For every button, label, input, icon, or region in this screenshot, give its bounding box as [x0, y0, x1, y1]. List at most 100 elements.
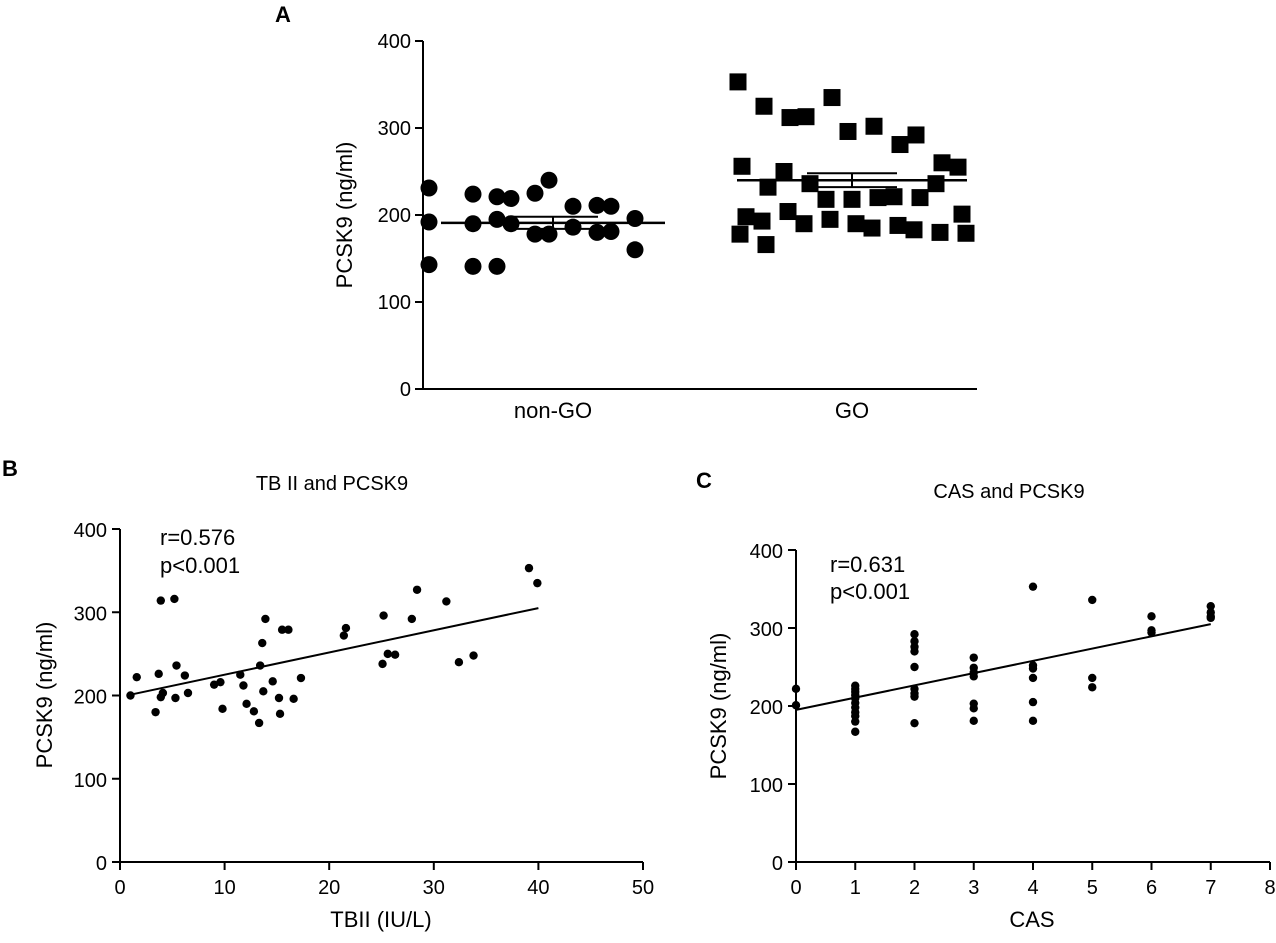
data-point: [154, 669, 163, 679]
data-point: [469, 651, 478, 660]
go-point: [729, 73, 747, 91]
go-point: [949, 158, 967, 176]
nongo-point: [488, 188, 506, 206]
go-point: [891, 136, 909, 154]
y-tick-label: 200: [750, 697, 783, 719]
nongo-point: [420, 213, 438, 231]
x-tick-label: 0: [114, 877, 125, 899]
panel-a: A 0 100 200 300 400 PCSK9 (ng/ml) non-GO GO: [275, 2, 977, 423]
nongo-point: [464, 257, 482, 275]
data-point: [1088, 673, 1097, 683]
y-tick-label: 200: [378, 205, 411, 227]
data-point: [1028, 582, 1038, 591]
panel-a-points: [420, 73, 975, 275]
panel-c-r-value: r=0.631: [830, 552, 905, 577]
nongo-point: [526, 184, 544, 202]
x-tick-label: 40: [527, 877, 549, 899]
panel-b-p-value: p<0.001: [160, 553, 240, 578]
panel-a-letter: A: [275, 2, 291, 27]
nongo-point: [464, 185, 482, 203]
y-tick-label: 100: [750, 775, 783, 797]
data-point: [258, 638, 267, 648]
nongo-point: [602, 197, 620, 215]
data-point: [969, 704, 978, 713]
panel-a-category-nongo: non-GO: [514, 398, 592, 423]
panel-b-y-ticks: 0 100 200 300 400: [74, 520, 120, 875]
nongo-point: [588, 196, 606, 214]
go-point: [933, 154, 951, 172]
data-point: [524, 563, 534, 573]
data-point: [284, 625, 293, 634]
nongo-point: [626, 241, 644, 259]
go-point: [795, 215, 813, 233]
data-point: [1147, 612, 1156, 621]
data-point: [1028, 673, 1038, 683]
data-point: [851, 717, 860, 726]
data-point: [268, 677, 277, 686]
y-tick-label: 400: [750, 541, 783, 563]
panel-a-mean-bars: [441, 172, 967, 230]
x-tick-label: 7: [1205, 877, 1216, 899]
go-point: [733, 157, 751, 175]
nongo-point: [488, 257, 506, 275]
data-point: [791, 701, 801, 710]
data-point: [407, 614, 417, 624]
y-tick-label: 0: [400, 379, 411, 401]
data-point: [1206, 601, 1215, 611]
data-point: [249, 707, 259, 716]
go-point: [781, 109, 799, 127]
go-point: [797, 108, 815, 126]
panel-b: B TB II and PCSK9 0 100 200 300 400 0 10 20 30 4…: [2, 456, 654, 932]
y-tick-label: 200: [74, 687, 107, 709]
panel-a-y-label: PCSK9 (ng/ml): [332, 142, 357, 289]
y-tick-label: 100: [378, 292, 411, 314]
data-point: [910, 647, 919, 656]
data-point: [969, 672, 978, 681]
data-point: [170, 594, 179, 604]
data-point: [261, 614, 270, 624]
panel-c-title: CAS and PCSK9: [933, 481, 1084, 503]
go-point: [889, 216, 907, 234]
data-point: [289, 694, 298, 704]
data-point: [341, 623, 351, 633]
panel-c-y-label: PCSK9 (ng/ml): [706, 633, 731, 780]
data-point: [254, 718, 264, 728]
nongo-point: [564, 197, 582, 215]
panel-c-regression-line: [795, 623, 1211, 711]
x-tick-label: 50: [632, 877, 654, 899]
data-point: [791, 684, 801, 694]
data-point: [158, 688, 168, 698]
y-tick-label: 300: [378, 118, 411, 140]
y-tick-label: 400: [378, 31, 411, 53]
panel-c-letter: C: [696, 468, 712, 493]
x-tick-label: 1: [850, 877, 861, 899]
data-point: [216, 677, 225, 687]
data-point: [910, 662, 919, 672]
go-point: [905, 221, 923, 239]
data-point: [1028, 716, 1038, 726]
panel-b-points: [126, 563, 542, 728]
go-point: [847, 215, 865, 233]
data-point: [910, 630, 919, 639]
data-point: [454, 658, 464, 667]
data-point: [1088, 683, 1097, 692]
go-point: [843, 190, 861, 208]
nongo-point: [540, 171, 558, 189]
go-point: [823, 89, 841, 107]
go-point: [755, 97, 773, 115]
y-tick-label: 100: [74, 770, 107, 792]
go-point: [775, 163, 793, 180]
x-tick-label: 10: [213, 877, 235, 899]
nongo-point: [602, 223, 620, 241]
panel-b-regression-line: [130, 607, 539, 696]
go-point: [953, 205, 971, 223]
data-point: [296, 673, 306, 683]
x-tick-label: 4: [1027, 877, 1038, 899]
panel-b-x-label: TBII (IU/L): [330, 907, 431, 932]
go-point: [757, 236, 775, 254]
panel-c-x-label: CAS: [1009, 907, 1054, 932]
data-point: [910, 718, 919, 728]
panel-b-y-label: PCSK9 (ng/ml): [32, 622, 57, 769]
